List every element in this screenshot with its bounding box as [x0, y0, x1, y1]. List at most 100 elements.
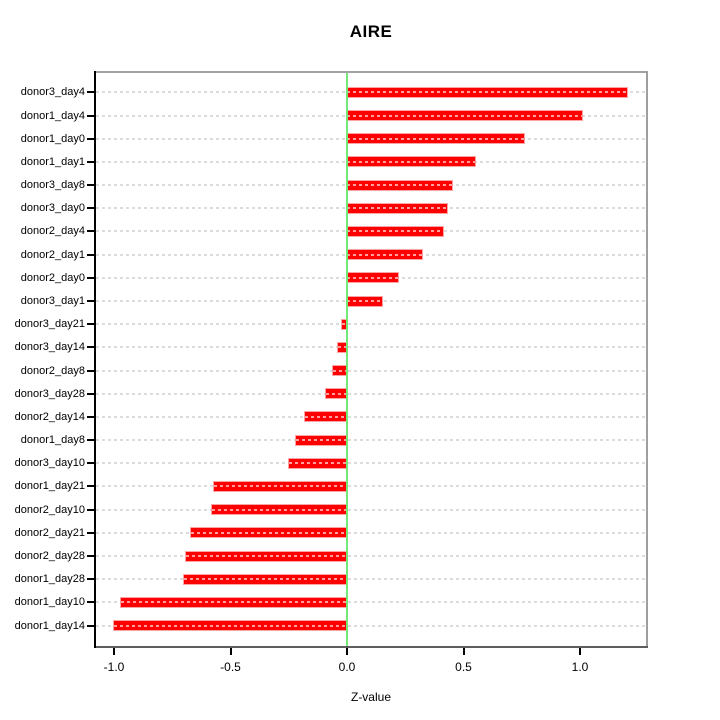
gridline — [96, 485, 646, 488]
y-tick — [87, 392, 94, 395]
y-label-donor1_day8: donor1_day8 — [20, 434, 85, 447]
bar-donor1_day4 — [347, 111, 583, 121]
x-tick — [462, 648, 465, 655]
gridline — [96, 415, 646, 418]
y-tick — [87, 415, 94, 418]
bar-donor2_day21 — [190, 528, 348, 538]
y-tick — [87, 323, 94, 326]
zero-line — [346, 71, 348, 648]
x-tick — [113, 648, 115, 655]
y-label-donor3_day28: donor3_day28 — [14, 387, 85, 400]
y-label-donor2_day21: donor2_day21 — [14, 526, 85, 539]
y-label-donor2_day8: donor2_day8 — [20, 364, 85, 377]
y-label-donor2_day10: donor2_day10 — [14, 503, 85, 516]
y-tick — [87, 184, 94, 187]
bar-donor3_day28 — [326, 389, 347, 399]
y-label-donor3_day1: donor3_day1 — [20, 295, 85, 308]
bar-donor2_day14 — [305, 412, 347, 422]
y-label-donor3_day21: donor3_day21 — [14, 318, 85, 331]
y-label-donor2_day4: donor2_day4 — [20, 225, 85, 238]
bar-donor2_day10 — [211, 505, 348, 515]
y-tick — [87, 346, 94, 349]
y-label-donor3_day8: donor3_day8 — [20, 179, 85, 192]
gridline — [96, 578, 646, 581]
bar-donor3_day10 — [288, 458, 348, 468]
y-tick — [87, 555, 94, 557]
plot-border-left — [94, 71, 96, 648]
gridline — [96, 346, 646, 349]
y-tick — [87, 276, 94, 279]
y-label-donor3_day14: donor3_day14 — [14, 341, 85, 354]
gridline — [96, 462, 646, 465]
bar-donor1_day0 — [347, 134, 525, 144]
gridline — [96, 369, 646, 372]
gridline — [96, 555, 646, 557]
gridline — [96, 508, 646, 511]
x-axis-title: Z-value — [350, 690, 391, 704]
gridline — [96, 531, 646, 534]
y-tick — [87, 531, 94, 534]
y-label-donor1_day21: donor1_day21 — [14, 480, 85, 493]
y-tick — [87, 137, 94, 140]
chart-title: AIRE — [349, 22, 393, 41]
bar-donor1_day14 — [114, 621, 347, 631]
x-tick-label--1.0: -1.0 — [103, 660, 125, 674]
x-tick-label-0.0: 0.0 — [338, 660, 356, 674]
y-tick — [87, 485, 94, 488]
bar-donor2_day1 — [347, 250, 422, 260]
bar-donor2_day0 — [347, 273, 399, 283]
x-tick — [346, 648, 348, 655]
bar-donor3_day14 — [337, 342, 348, 352]
y-label-donor2_day28: donor2_day28 — [14, 550, 85, 562]
bar-donor3_day1 — [347, 296, 382, 306]
y-label-donor1_day1: donor1_day1 — [20, 155, 85, 168]
bar-donor1_day10 — [120, 597, 347, 607]
y-label-donor1_day0: donor1_day0 — [20, 132, 85, 145]
bar-donor3_day0 — [347, 203, 448, 213]
plot-area — [94, 71, 648, 648]
y-tick — [87, 601, 94, 604]
y-label-donor3_day10: donor3_day10 — [14, 457, 85, 470]
bar-donor2_day28 — [186, 551, 347, 561]
bar-donor2_day4 — [347, 226, 443, 236]
y-label-donor3_day0: donor3_day0 — [20, 202, 85, 215]
gridline — [96, 601, 646, 604]
gridline — [96, 624, 646, 627]
gridline — [96, 392, 646, 395]
y-tick — [87, 207, 94, 210]
y-tick — [87, 369, 94, 372]
bar-donor3_day4 — [347, 87, 627, 97]
y-tick — [87, 91, 94, 94]
y-label-donor2_day14: donor2_day14 — [14, 410, 85, 423]
bar-donor3_day8 — [347, 180, 452, 190]
gridline — [96, 439, 646, 442]
y-tick — [87, 508, 94, 511]
y-tick — [87, 624, 94, 627]
y-tick — [87, 300, 94, 303]
y-label-donor1_day4: donor1_day4 — [20, 109, 85, 122]
y-tick — [87, 230, 94, 233]
bar-donor1_day28 — [183, 574, 348, 584]
x-tick — [579, 648, 581, 655]
y-tick — [87, 578, 94, 581]
plot-border-top — [94, 71, 648, 73]
x-tick-label--0.5: -0.5 — [220, 660, 241, 674]
y-tick — [87, 253, 94, 256]
plot-border-right — [646, 71, 648, 648]
plot-border-bottom — [94, 646, 648, 648]
y-label-donor3_day4: donor3_day4 — [20, 86, 85, 99]
x-tick-label-0.5: 0.5 — [455, 660, 472, 674]
y-label-donor1_day28: donor1_day28 — [14, 573, 85, 586]
y-tick — [87, 439, 94, 442]
bar-donor1_day8 — [295, 435, 348, 445]
gridline — [96, 323, 646, 326]
y-label-donor1_day10: donor1_day10 — [14, 596, 85, 609]
bar-donor3_day21 — [342, 319, 347, 329]
y-tick — [87, 160, 94, 163]
bar-donor2_day8 — [333, 366, 347, 376]
y-label-donor2_day0: donor2_day0 — [20, 271, 85, 284]
bar-donor1_day21 — [214, 481, 347, 491]
y-label-donor1_day14: donor1_day14 — [14, 619, 85, 632]
bar-donor1_day1 — [347, 157, 476, 167]
